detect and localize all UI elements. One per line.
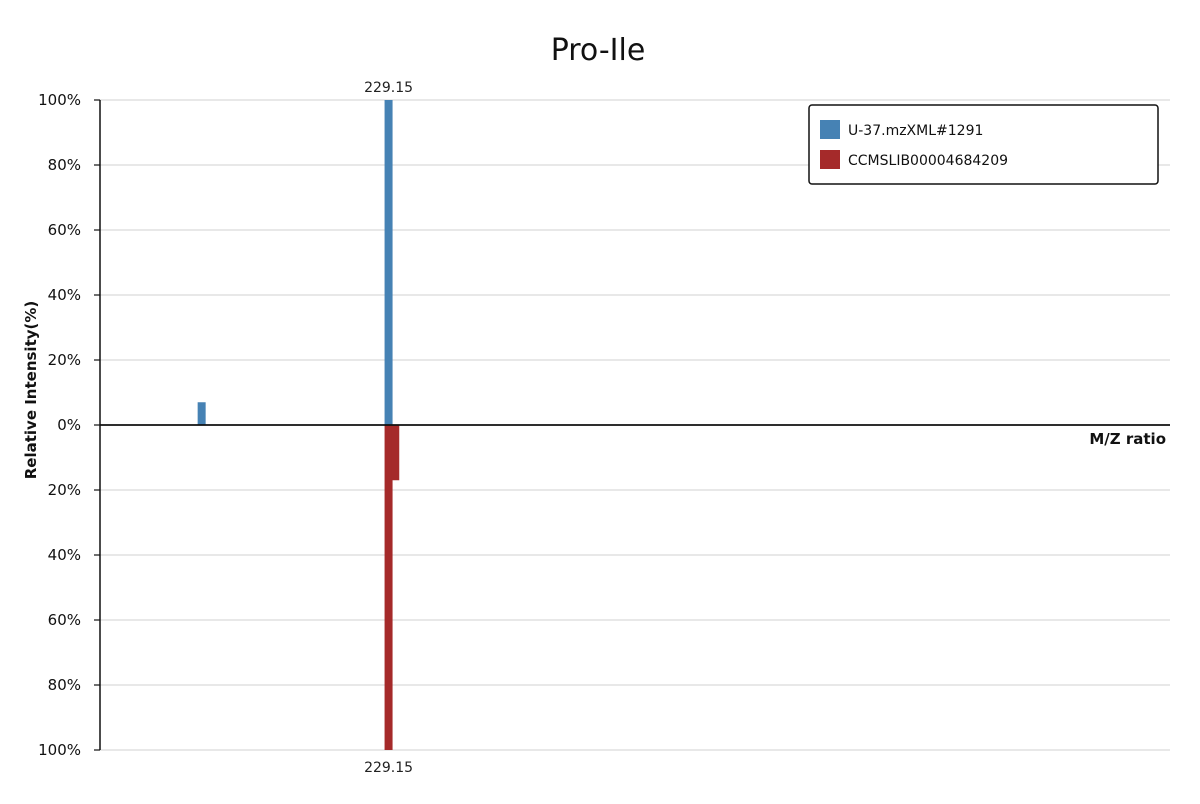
y-tick-label: 100% <box>38 91 81 109</box>
y-tick-label: 60% <box>48 221 81 239</box>
y-tick-label: 40% <box>48 546 81 564</box>
legend-label-series-2: CCMSLIB00004684209 <box>848 153 1008 169</box>
peak-bars <box>197 100 400 750</box>
legend-label-series-1: U-37.mzXML#1291 <box>848 123 983 139</box>
y-tick-label: 60% <box>48 611 81 629</box>
y-tick-label: 100% <box>38 741 81 759</box>
y-tick-label: 40% <box>48 286 81 304</box>
peak-bar <box>384 425 393 750</box>
y-tick-label: 20% <box>48 481 81 499</box>
legend-swatch-series-1 <box>820 120 840 139</box>
peak-label: 229.15 <box>364 760 413 776</box>
peak-bar <box>384 100 393 425</box>
legend-swatch-series-2 <box>820 150 840 169</box>
peak-bar <box>391 425 400 481</box>
y-tick-label: 0% <box>57 416 81 434</box>
y-tick-labels: 100% 80% 60% 40% 20% 0% 20% 40% 60% 80% 100% <box>38 91 100 759</box>
x-axis-label: M/Z ratio <box>1089 430 1166 448</box>
y-tick-label: 20% <box>48 351 81 369</box>
y-tick-label: 80% <box>48 156 81 174</box>
legend: U-37.mzXML#1291 CCMSLIB00004684209 <box>808 104 1159 185</box>
peak-bar <box>197 402 206 425</box>
peak-labels: 229.15 229.15 <box>364 80 413 776</box>
grid-lines <box>100 99 1170 751</box>
peak-label: 229.15 <box>364 80 413 96</box>
y-axis-label: Relative Intensity(%) <box>22 301 40 480</box>
chart-title: Pro-Ile <box>551 33 646 68</box>
axes <box>99 100 1170 750</box>
y-tick-label: 80% <box>48 676 81 694</box>
legend-box <box>808 104 1159 185</box>
